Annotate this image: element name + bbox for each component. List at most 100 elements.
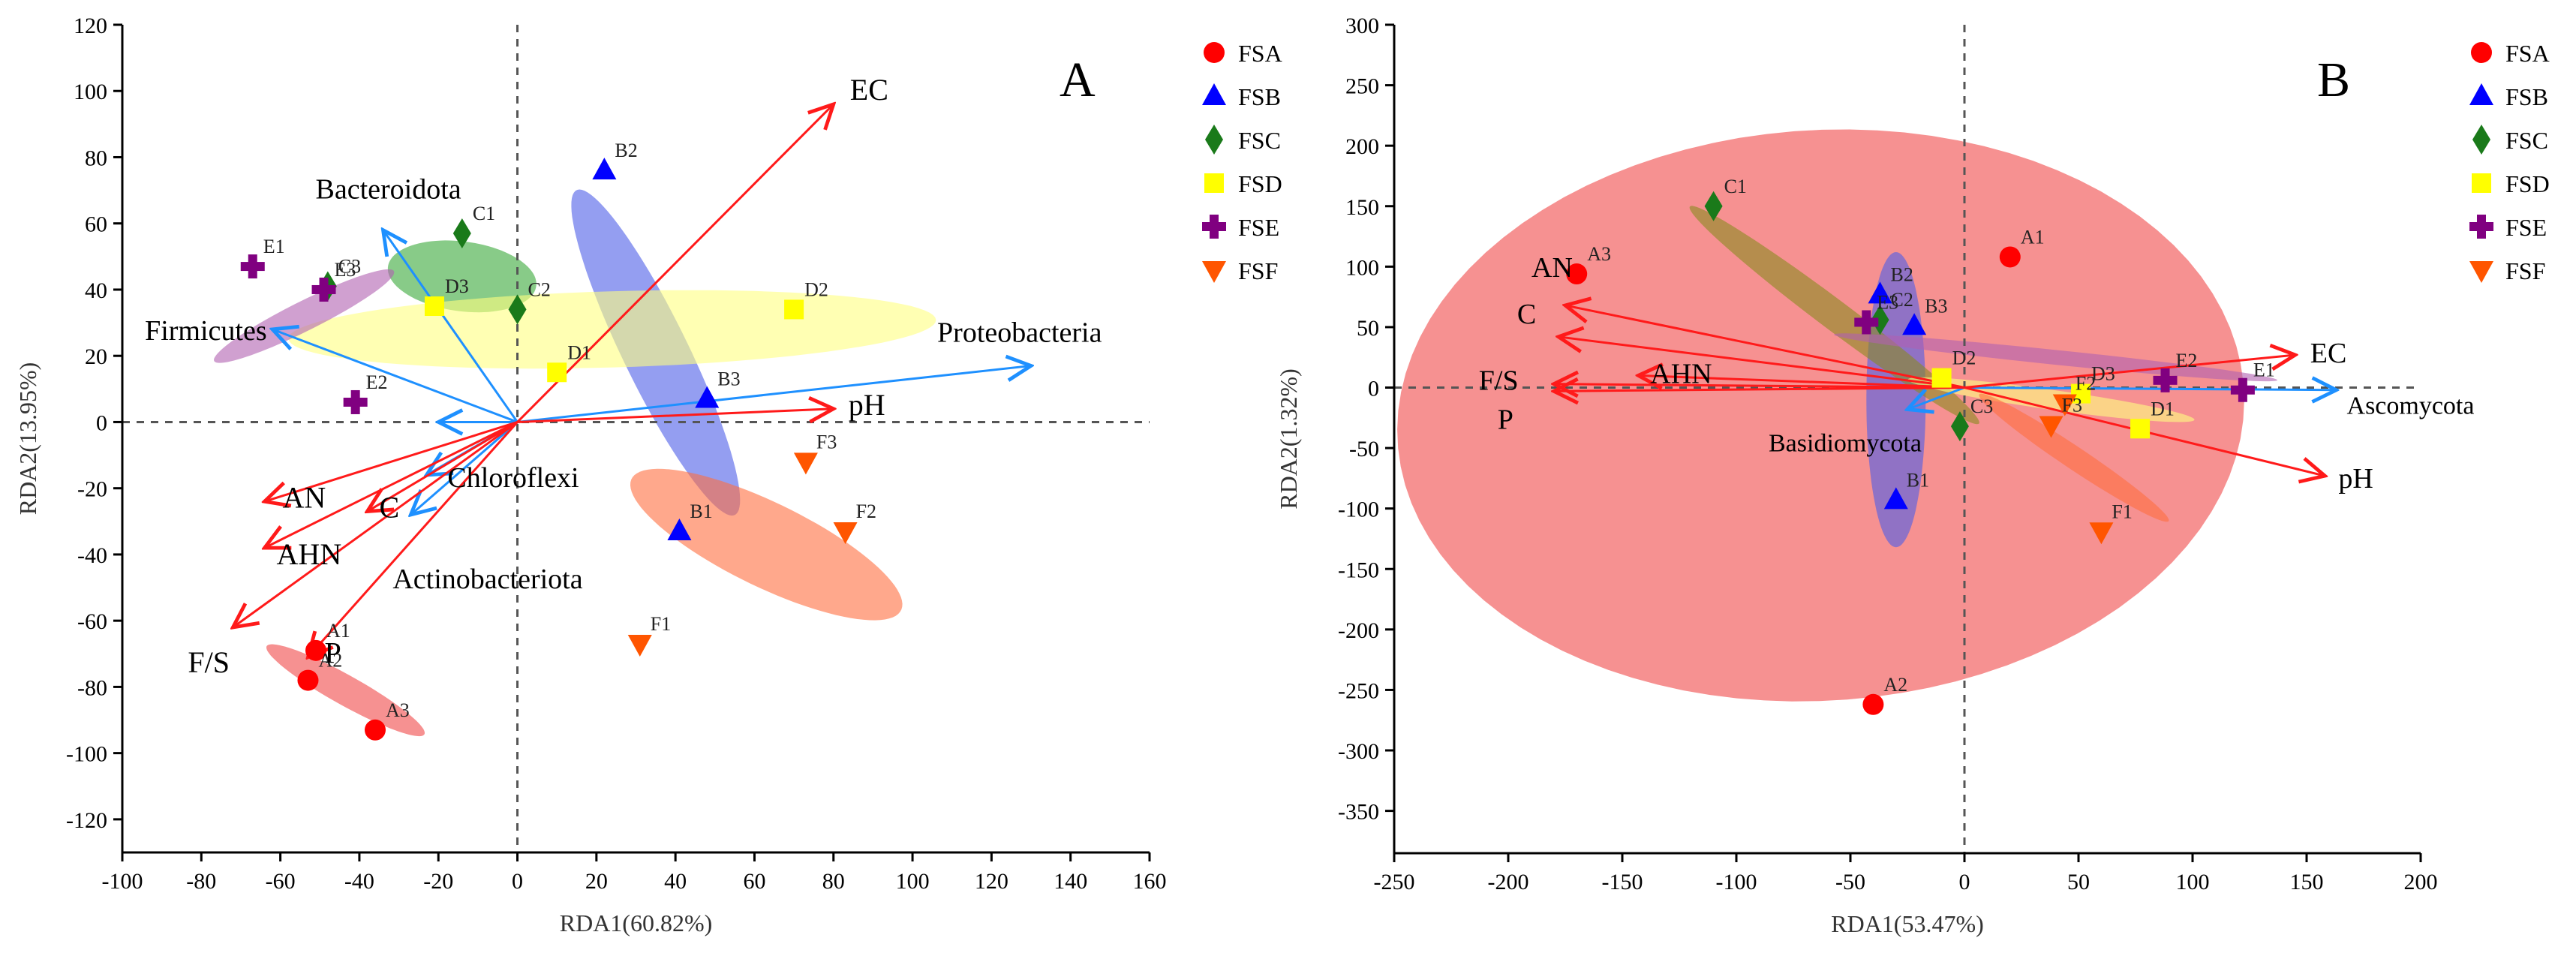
legend-label: FSD — [1238, 170, 1282, 197]
data-point — [1999, 246, 2021, 268]
x-axis-title: RDA1(53.47%) — [1831, 910, 1984, 937]
data-point-shape — [547, 362, 567, 383]
data-point-shape — [2071, 383, 2091, 404]
legend-label: FSE — [2505, 214, 2547, 241]
legend-marker — [2471, 42, 2492, 63]
data-point — [2153, 368, 2178, 392]
x-tick-label: -200 — [1488, 870, 1529, 894]
legend: FSA FSB FSC FSD FSE FSF — [1202, 40, 1282, 284]
point-label: E3 — [335, 259, 356, 281]
x-tick-label: -150 — [1602, 870, 1643, 894]
data-point-shape — [1566, 263, 1588, 285]
point-label: C2 — [1891, 289, 1913, 311]
x-tick-label: 160 — [1133, 869, 1167, 894]
legend-marker-shape — [1205, 125, 1223, 155]
env-arrow-label: pH — [2338, 463, 2373, 495]
data-point — [547, 362, 567, 383]
taxa-arrow — [517, 365, 1032, 423]
data-point-shape-v — [2160, 368, 2170, 392]
legend-marker — [1202, 215, 1226, 239]
y-tick-label: 80 — [85, 146, 107, 170]
x-tick-label: 140 — [1054, 869, 1087, 894]
data-point-shape-v — [319, 277, 329, 302]
point-label: A2 — [318, 650, 342, 672]
x-tick-label: 200 — [2404, 870, 2438, 894]
data-point — [508, 294, 527, 325]
data-point — [1902, 313, 1927, 335]
data-point-shape-v — [350, 389, 360, 414]
data-point — [343, 389, 368, 414]
env-arrow-label: F/S — [188, 645, 230, 679]
taxa-arrow-label: Firmicutes — [145, 315, 267, 347]
point-label: F1 — [651, 613, 671, 635]
legend-marker-shape — [1204, 42, 1225, 63]
point-label: A3 — [386, 699, 410, 721]
panel-A: -100 -80 -60 -40 -20 0 20 40 60 80 100 120 140 160 -12… — [14, 14, 1282, 936]
y-tick-label: -20 — [77, 477, 107, 502]
env-arrow-label: EC — [2310, 338, 2347, 369]
data-point — [1931, 368, 1952, 388]
x-tick-label: -50 — [1835, 870, 1865, 894]
point-label: D1 — [567, 341, 591, 363]
data-point — [2071, 383, 2091, 404]
legend-marker-shape — [1202, 83, 1226, 105]
point-label: C3 — [1970, 395, 1993, 417]
point-label: D3 — [445, 275, 469, 297]
point-label: D2 — [1952, 347, 1976, 369]
arrow-layer — [233, 104, 1031, 657]
data-point — [2052, 394, 2077, 416]
env-arrow — [1559, 337, 1965, 389]
panel-letter: A — [1060, 53, 1096, 107]
data-point-shape — [1704, 191, 1723, 221]
point-label: B1 — [690, 501, 712, 522]
x-tick-label: -100 — [102, 869, 143, 894]
y-tick-label: -120 — [66, 808, 107, 833]
point-label: A1 — [326, 620, 350, 642]
legend-marker — [2469, 261, 2493, 283]
x-tick-label: 60 — [743, 869, 765, 894]
legend-label: FSB — [2505, 83, 2548, 110]
point-label: F3 — [816, 431, 837, 452]
y-tick-label: -350 — [1338, 800, 1379, 825]
data-point-shape — [784, 299, 804, 320]
legend-label: FSC — [2505, 127, 2548, 154]
data-point — [1883, 487, 1908, 510]
legend-marker-shape-v — [1210, 215, 1219, 239]
data-point — [592, 158, 617, 180]
point-label: E3 — [1877, 291, 1898, 313]
env-arrow — [517, 409, 834, 422]
env-arrow — [1565, 305, 1965, 389]
data-point — [1862, 693, 1884, 715]
y-tick-label: 200 — [1345, 134, 1379, 159]
env-arrow — [1964, 355, 2295, 389]
legend-marker — [1204, 42, 1225, 63]
legend-marker-shape-v — [2477, 215, 2486, 239]
data-point-shape — [592, 158, 617, 180]
x-tick-label: 40 — [664, 869, 687, 894]
ellipse-layer — [214, 189, 936, 737]
env-arrow-label: P — [324, 636, 341, 670]
env-arrow — [367, 421, 519, 511]
x-tick-label: 100 — [896, 869, 930, 894]
data-point-shape — [1902, 313, 1927, 335]
data-point-shape — [1883, 487, 1908, 510]
legend-marker — [1205, 125, 1223, 155]
x-tick-label: -100 — [1716, 870, 1757, 894]
point-label: B2 — [615, 140, 637, 161]
data-point — [1950, 411, 1969, 442]
legend-marker — [2469, 83, 2493, 105]
point-label: B3 — [717, 368, 740, 390]
legend-marker — [2472, 173, 2491, 193]
data-point — [1871, 305, 1889, 335]
taxa-arrow-label: Proteobacteria — [937, 317, 1102, 348]
legend-marker-shape — [1204, 173, 1224, 193]
y-tick-label: -40 — [77, 543, 107, 568]
x-tick-label: 0 — [1959, 870, 1970, 894]
data-point — [297, 669, 319, 691]
env-arrow-label: AN — [1531, 252, 1573, 284]
legend-label: FSF — [1238, 257, 1278, 284]
data-point-shape-v — [2238, 377, 2247, 402]
data-point-shape — [508, 294, 527, 325]
env-arrow-label: C — [1517, 299, 1536, 330]
